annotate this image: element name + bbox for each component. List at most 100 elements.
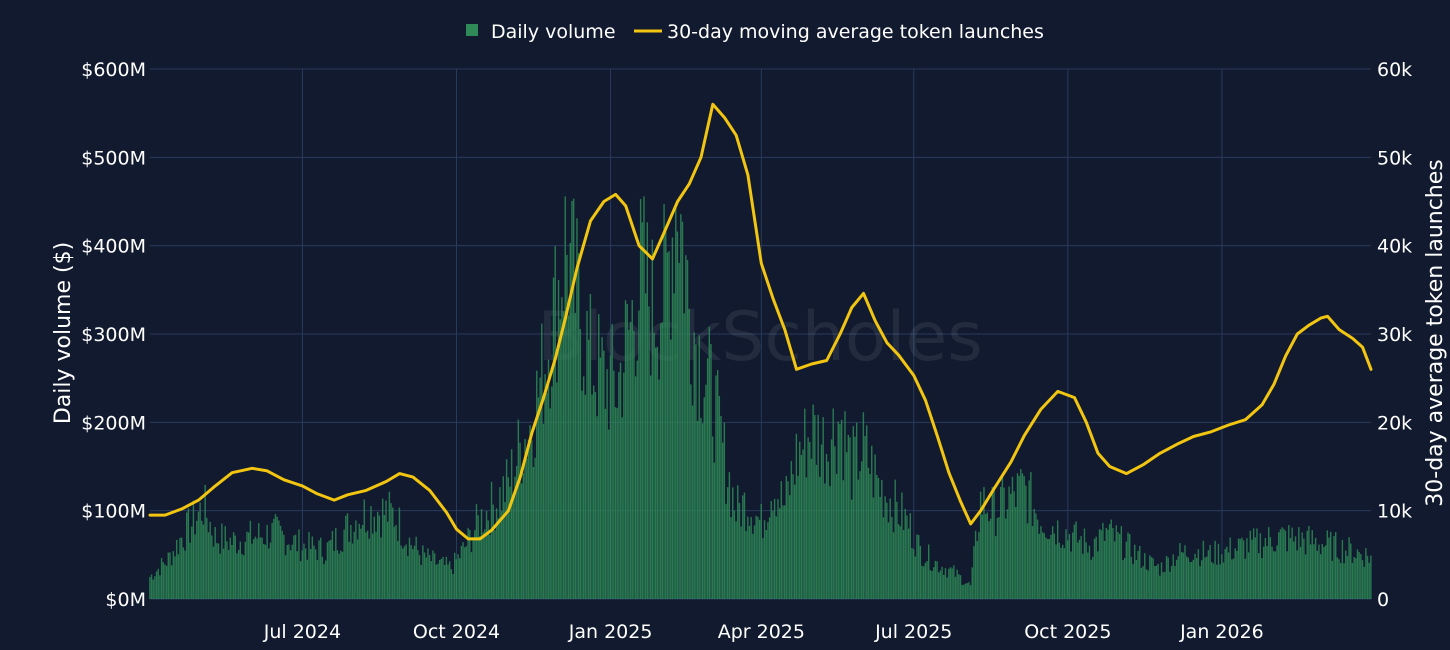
volume-bars xyxy=(149,196,1372,600)
volume-bar xyxy=(1137,550,1139,599)
volume-bar xyxy=(371,533,374,599)
volume-bar xyxy=(799,441,801,599)
volume-bar xyxy=(1073,524,1076,599)
volume-bar xyxy=(817,414,819,599)
volume-bar xyxy=(933,567,935,599)
volume-bar xyxy=(1048,538,1050,599)
volume-bar xyxy=(351,543,354,599)
volume-bar xyxy=(482,532,484,599)
volume-bar xyxy=(304,548,307,599)
volume-bar xyxy=(991,486,994,599)
volume-bar xyxy=(576,218,578,600)
volume-bar xyxy=(668,251,670,599)
left-tick-label: $100M xyxy=(81,501,146,523)
volume-bar xyxy=(1169,571,1171,599)
volume-bar xyxy=(804,408,806,599)
volume-bar xyxy=(593,385,595,599)
volume-bar xyxy=(842,480,844,599)
volume-bar xyxy=(314,549,317,599)
volume-bar xyxy=(392,507,394,599)
right-tick-label: 40k xyxy=(1377,236,1412,258)
volume-bar xyxy=(495,508,498,599)
volume-bar xyxy=(309,548,312,599)
volume-bar xyxy=(1207,550,1210,599)
volume-bar xyxy=(358,523,360,599)
volume-bar xyxy=(713,462,716,599)
volume-bar xyxy=(824,483,826,599)
volume-bar xyxy=(428,555,431,599)
volume-bar xyxy=(619,362,622,599)
volume-bar xyxy=(338,553,340,599)
volume-bar xyxy=(968,582,970,599)
volume-bar xyxy=(750,516,752,599)
volume-bar xyxy=(882,517,885,599)
volume-bar xyxy=(529,425,531,599)
right-tick-label: 10k xyxy=(1377,501,1412,523)
volume-bar xyxy=(258,523,260,599)
volume-bar xyxy=(1092,556,1094,599)
volume-bar xyxy=(676,231,679,599)
volume-bar xyxy=(197,511,200,599)
volume-bar xyxy=(809,442,811,599)
volume-bar xyxy=(794,484,796,599)
volume-bar xyxy=(643,196,645,600)
volume-bar xyxy=(1179,543,1181,599)
volume-bar xyxy=(835,473,838,599)
volume-bar xyxy=(1045,537,1047,599)
left-tick-label: $600M xyxy=(81,59,146,81)
volume-bar xyxy=(1149,555,1151,599)
volume-bar xyxy=(1333,535,1335,599)
volume-bar xyxy=(1185,556,1188,599)
volume-bar xyxy=(949,567,952,599)
volume-bar xyxy=(608,429,610,599)
volume-bar xyxy=(294,534,297,599)
volume-bar xyxy=(973,546,975,599)
volume-bar xyxy=(182,547,185,599)
volume-bar xyxy=(1160,562,1163,599)
volume-bar xyxy=(160,558,163,599)
volume-bar xyxy=(1187,557,1190,599)
volume-bar xyxy=(613,370,615,599)
volume-bar xyxy=(653,332,655,599)
volume-bar xyxy=(844,411,846,599)
volume-bar xyxy=(814,415,816,599)
volume-bar xyxy=(1016,473,1019,599)
volume-bar xyxy=(705,384,707,599)
volume-bar xyxy=(177,554,180,599)
volume-bar xyxy=(175,539,178,599)
volume-bar xyxy=(284,555,287,599)
volume-bar xyxy=(894,479,896,599)
volume-bar xyxy=(430,561,432,599)
volume-bar xyxy=(916,534,918,599)
volume-bar xyxy=(1348,537,1350,599)
volume-bar xyxy=(792,474,794,599)
volume-bar xyxy=(368,538,370,599)
volume-bar xyxy=(944,568,947,599)
volume-bar xyxy=(899,526,901,599)
volume-bar xyxy=(603,350,605,599)
volume-bar xyxy=(487,520,489,599)
volume-bar xyxy=(586,310,588,599)
volume-bar xyxy=(954,576,957,599)
volume-bar xyxy=(541,323,543,599)
volume-bar xyxy=(1271,546,1273,599)
volume-bar xyxy=(328,540,330,599)
volume-bar xyxy=(308,532,310,599)
volume-bar xyxy=(966,583,968,599)
volume-bar xyxy=(1234,548,1236,599)
volume-bar xyxy=(340,550,342,599)
volume-bar xyxy=(1026,523,1029,599)
volume-bar xyxy=(162,562,164,599)
volume-bar xyxy=(425,557,427,599)
volume-bar xyxy=(524,438,526,599)
volume-bar xyxy=(472,537,474,599)
volume-bar xyxy=(234,535,236,599)
volume-bar xyxy=(1217,543,1220,599)
volume-bar xyxy=(914,556,917,599)
volume-bar xyxy=(971,567,973,599)
volume-bar xyxy=(740,526,742,599)
volume-bar xyxy=(847,434,850,599)
volume-bar xyxy=(683,313,685,599)
volume-bar xyxy=(1197,549,1200,599)
volume-bar xyxy=(1028,480,1030,599)
